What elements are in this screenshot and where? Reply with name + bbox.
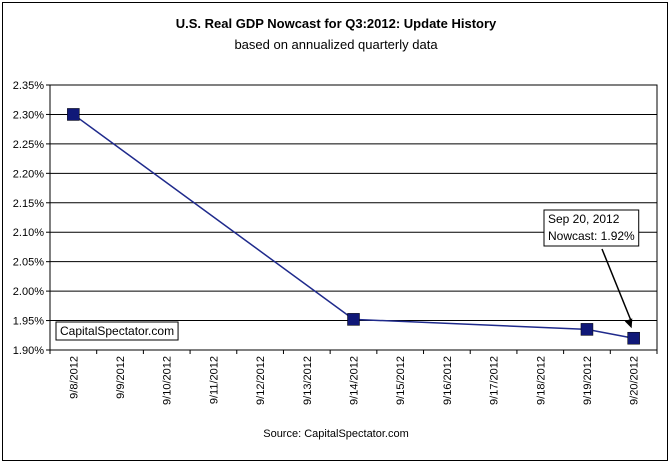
chart-subtitle: based on annualized quarterly data — [234, 37, 438, 52]
chart-source: Source: CapitalSpectator.com — [263, 428, 409, 440]
x-axis-ticks: 9/8/2012 9/9/2012 9/10/2012 9/11/2012 9/12/2… — [49, 350, 658, 405]
y-tick-label: 1.95% — [13, 316, 44, 328]
x-tick-label: 9/16/2012 — [442, 356, 454, 405]
data-point-marker — [580, 323, 594, 336]
x-tick-label: 9/12/2012 — [255, 356, 267, 405]
data-point-marker — [67, 108, 80, 121]
series-line — [72, 113, 634, 339]
y-axis-ticks: 1.90% 1.95% 2.00% 2.05% 2.10% 2.15% 2.20% 2.25%… — [13, 80, 50, 357]
chart-title: U.S. Real GDP Nowcast for Q3:2012: Updat… — [175, 16, 497, 31]
x-tick-label: 9/9/2012 — [115, 356, 127, 399]
y-tick-label: 2.30% — [13, 109, 44, 121]
y-tick-label: 2.25% — [13, 139, 44, 151]
x-tick-label: 9/17/2012 — [489, 356, 501, 405]
x-tick-label: 9/18/2012 — [535, 356, 547, 405]
y-tick-label: 2.10% — [13, 227, 44, 239]
x-tick-label: 9/20/2012 — [629, 356, 641, 405]
x-tick-label: 9/10/2012 — [162, 356, 174, 405]
x-tick-label: 9/8/2012 — [68, 356, 80, 399]
x-tick-label: 9/15/2012 — [395, 356, 407, 405]
annotation-arrow — [601, 248, 633, 323]
annotation-box — [543, 209, 640, 247]
annotation-value: Nowcast: 1.92% — [548, 229, 635, 243]
y-tick-label: 1.90% — [13, 345, 44, 357]
gridlines — [50, 113, 657, 322]
x-tick-label: 9/13/2012 — [302, 356, 314, 405]
y-tick-label: 2.35% — [13, 80, 44, 92]
x-tick-label: 9/14/2012 — [349, 356, 361, 405]
y-tick-label: 2.00% — [13, 286, 44, 298]
watermark-text: CapitalSpectator.com — [60, 324, 174, 338]
annotation-arrowhead — [624, 318, 633, 329]
watermark-box — [55, 321, 179, 341]
data-point-marker — [627, 331, 640, 345]
annotation-date: Sep 20, 2012 — [548, 212, 620, 226]
plot-area — [49, 84, 658, 351]
y-tick-label: 2.05% — [13, 257, 44, 269]
y-tick-label: 2.15% — [13, 198, 44, 210]
data-point-marker — [347, 313, 360, 326]
series-nowcast — [67, 108, 640, 345]
x-tick-label: 9/19/2012 — [582, 356, 594, 405]
x-tick-label: 9/11/2012 — [208, 356, 220, 404]
y-tick-label: 2.20% — [13, 168, 44, 180]
